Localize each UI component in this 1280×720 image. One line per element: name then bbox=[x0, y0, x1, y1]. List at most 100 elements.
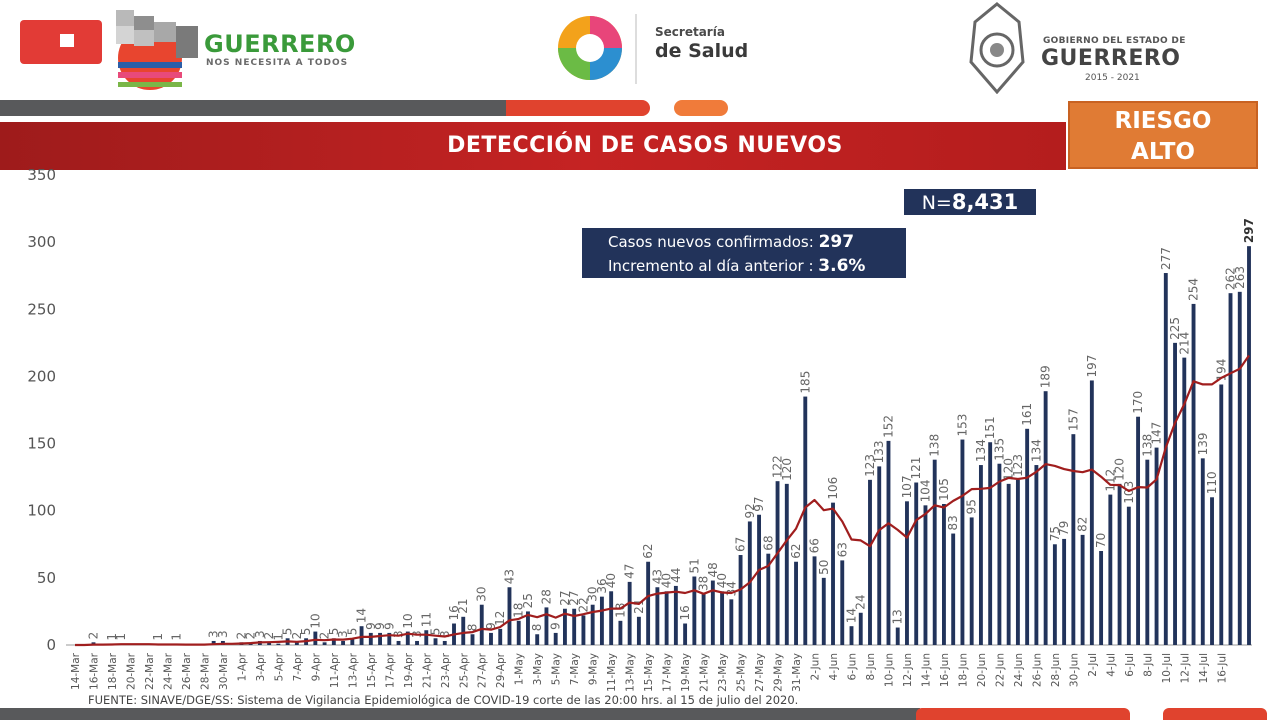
bar-value-label: 277 bbox=[1159, 247, 1173, 270]
bar bbox=[415, 640, 419, 645]
bar-value-label: 110 bbox=[1205, 471, 1219, 494]
x-tick-label: 2-Jul bbox=[1087, 653, 1099, 677]
bar bbox=[1191, 303, 1196, 645]
bar-value-label: 147 bbox=[1150, 422, 1164, 445]
bar-value-label: 106 bbox=[826, 477, 840, 500]
x-tick-label: 5-Apr bbox=[273, 652, 285, 681]
bar-value-label: 14 bbox=[845, 608, 859, 623]
bar-value-label: 50 bbox=[817, 560, 831, 575]
x-tick-label: 15-May bbox=[643, 653, 655, 692]
footer-divider-red-2 bbox=[1163, 708, 1267, 720]
x-tick-label: 26-Mar bbox=[181, 652, 193, 690]
bar bbox=[1247, 246, 1251, 645]
x-tick-label: 28-Jun bbox=[1050, 653, 1062, 687]
bar bbox=[507, 587, 512, 645]
bar-value-label: 134 bbox=[974, 439, 988, 462]
y-tick-label: 300 bbox=[27, 233, 56, 251]
info-line2: Incremento al día anterior : 3.6% bbox=[608, 256, 865, 276]
x-tick-label: 11-May bbox=[606, 653, 618, 692]
x-tick-label: 14-Jun bbox=[920, 653, 932, 687]
x-tick-label: 31-May bbox=[791, 653, 803, 692]
bar bbox=[803, 396, 808, 645]
bar-value-label: 24 bbox=[854, 594, 868, 609]
bar bbox=[886, 440, 891, 645]
bar bbox=[368, 632, 373, 645]
x-tick-label: 19-Apr bbox=[403, 652, 415, 688]
risk-line1: RIESGO bbox=[1114, 108, 1212, 134]
total-cases-box: N=8,431 bbox=[904, 189, 1036, 215]
x-tick-label: 4-Jun bbox=[828, 653, 840, 680]
bar bbox=[1062, 538, 1067, 645]
bar bbox=[636, 616, 641, 645]
x-tick-label: 20-Jun bbox=[976, 653, 988, 687]
bar-value-label: 75 bbox=[1048, 526, 1062, 541]
bar bbox=[553, 632, 558, 645]
bar bbox=[1154, 447, 1159, 645]
bar bbox=[424, 630, 429, 645]
bar bbox=[821, 577, 826, 645]
bar-value-label: 105 bbox=[937, 478, 951, 501]
bar-value-label: 40 bbox=[660, 573, 674, 588]
bar bbox=[572, 608, 577, 645]
bar bbox=[895, 627, 900, 645]
total-prefix: N= bbox=[921, 192, 952, 214]
bar bbox=[535, 634, 540, 645]
source-note: FUENTE: SINAVE/DGE/SS: Sistema de Vigila… bbox=[88, 693, 799, 707]
bar bbox=[784, 483, 789, 645]
bar bbox=[932, 459, 937, 645]
bar-value-label: 103 bbox=[1122, 481, 1136, 504]
bar bbox=[794, 561, 798, 645]
bar bbox=[1043, 391, 1048, 645]
bar-value-label: 153 bbox=[955, 414, 969, 437]
bar-value-label: 12 bbox=[493, 611, 507, 626]
bar-value-label: 170 bbox=[1131, 391, 1145, 414]
bar bbox=[211, 640, 216, 645]
bar-value-label: 63 bbox=[835, 542, 849, 557]
info-line2-label: Incremento al día anterior : bbox=[608, 257, 814, 275]
bar bbox=[1228, 293, 1233, 645]
bar bbox=[1006, 483, 1011, 645]
bar bbox=[341, 640, 346, 645]
bar-value-label: 5 bbox=[345, 628, 359, 636]
bar-value-label: 5 bbox=[299, 628, 313, 636]
x-tick-label: 26-Jun bbox=[1031, 653, 1043, 687]
bar-value-label: 9 bbox=[382, 622, 396, 630]
bar-value-label: 152 bbox=[881, 415, 895, 438]
bar bbox=[609, 591, 614, 645]
x-tick-label: 24-Mar bbox=[162, 652, 174, 690]
bar-value-label: 47 bbox=[623, 564, 637, 579]
bar bbox=[831, 502, 835, 645]
bar bbox=[969, 517, 974, 645]
header-divider-red bbox=[506, 100, 650, 116]
bar-value-label: 1 bbox=[170, 633, 184, 641]
y-tick-label: 250 bbox=[27, 300, 56, 318]
bar bbox=[1210, 497, 1214, 645]
bar-value-label: 22 bbox=[576, 597, 590, 612]
bar bbox=[1136, 416, 1141, 645]
bar-value-label: 5 bbox=[327, 628, 341, 636]
bar-value-label: 123 bbox=[863, 454, 877, 477]
bar bbox=[627, 581, 632, 645]
x-tick-label: 12-Jul bbox=[1179, 653, 1191, 683]
bar-value-label: 9 bbox=[364, 622, 378, 630]
x-tick-label: 23-May bbox=[717, 653, 729, 692]
bar-value-label: 13 bbox=[891, 609, 905, 624]
y-tick-label: 100 bbox=[27, 502, 56, 520]
bar bbox=[498, 628, 503, 645]
bar bbox=[387, 632, 392, 645]
bar bbox=[331, 638, 336, 645]
bar-value-label: 135 bbox=[992, 438, 1006, 461]
bar-value-label: 67 bbox=[734, 537, 748, 552]
bar bbox=[757, 514, 762, 645]
bar-value-label: 157 bbox=[1066, 408, 1080, 431]
bar-value-label: 2 bbox=[244, 632, 258, 640]
bar-value-label: 62 bbox=[789, 543, 803, 558]
x-tick-label: 23-Apr bbox=[440, 652, 452, 688]
bar bbox=[1145, 459, 1150, 645]
x-tick-label: 11-Apr bbox=[329, 652, 341, 688]
bar-value-label: 297 bbox=[1242, 218, 1256, 243]
bar-value-label: 1 bbox=[271, 633, 285, 641]
bar bbox=[655, 587, 660, 645]
bar bbox=[322, 642, 327, 645]
salud-logo-line2: de Salud bbox=[655, 40, 749, 62]
